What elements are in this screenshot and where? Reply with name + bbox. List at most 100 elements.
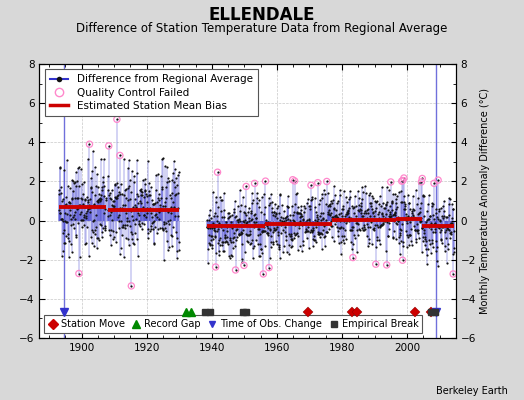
Point: [420, 227, 429, 234]
Point: [232, 227, 241, 233]
Point: [133, 169, 141, 176]
Point: [92, 224, 100, 230]
Point: [142, 214, 150, 220]
Point: [294, 210, 302, 216]
Point: [318, 230, 326, 237]
Point: [399, 198, 408, 205]
Point: [399, 177, 407, 184]
Point: [151, 212, 159, 218]
Point: [95, 190, 103, 197]
Point: [423, 208, 431, 214]
Point: [163, 164, 171, 170]
Point: [134, 193, 143, 199]
Point: [214, 204, 222, 210]
Point: [244, 238, 252, 245]
Point: [82, 214, 91, 221]
Point: [350, 204, 358, 211]
Point: [284, 193, 292, 199]
Point: [333, 232, 342, 239]
Text: Difference of Station Temperature Data from Regional Average: Difference of Station Temperature Data f…: [77, 22, 447, 35]
Point: [407, 238, 415, 244]
Point: [286, 217, 294, 224]
Point: [75, 211, 84, 218]
Point: [375, 224, 384, 230]
Point: [218, 214, 226, 220]
Point: [295, 210, 303, 216]
Point: [142, 190, 150, 197]
Point: [348, 254, 357, 261]
Point: [276, 217, 285, 223]
Point: [117, 232, 126, 238]
Point: [309, 227, 317, 234]
Point: [391, 199, 400, 206]
Point: [258, 228, 266, 234]
Point: [341, 217, 349, 224]
Point: [73, 194, 81, 201]
Point: [329, 216, 337, 222]
Point: [366, 200, 374, 206]
Point: [408, 242, 416, 248]
Point: [224, 214, 232, 221]
Point: [147, 222, 155, 229]
Point: [140, 181, 149, 187]
Point: [387, 200, 396, 206]
Point: [316, 230, 325, 236]
Point: [76, 201, 84, 208]
Point: [77, 194, 85, 201]
Point: [324, 209, 332, 215]
Point: [123, 165, 132, 172]
Point: [130, 196, 139, 202]
Point: [132, 204, 140, 210]
Point: [159, 155, 167, 162]
Point: [274, 232, 282, 238]
Point: [122, 195, 130, 201]
Point: [65, 238, 73, 244]
Point: [85, 141, 94, 147]
Point: [384, 233, 392, 239]
Point: [307, 182, 315, 188]
Point: [347, 214, 355, 221]
Point: [126, 223, 134, 230]
Point: [72, 206, 81, 212]
Point: [407, 210, 416, 216]
Point: [406, 232, 414, 238]
Point: [80, 222, 88, 228]
Point: [135, 220, 144, 227]
Point: [77, 166, 85, 172]
Point: [81, 196, 89, 202]
Point: [138, 207, 147, 214]
Point: [330, 238, 338, 244]
Point: [71, 208, 80, 215]
Point: [96, 196, 105, 203]
Point: [414, 211, 422, 217]
Point: [234, 217, 243, 224]
Point: [204, 246, 212, 253]
Point: [388, 234, 397, 241]
Point: [404, 212, 412, 219]
Point: [358, 227, 367, 234]
Point: [331, 212, 340, 219]
Point: [369, 209, 377, 215]
Point: [88, 168, 96, 174]
Point: [82, 210, 90, 216]
Point: [299, 216, 307, 222]
Point: [428, 200, 436, 207]
Point: [410, 215, 419, 221]
Point: [411, 227, 419, 234]
Point: [265, 200, 274, 206]
Point: [398, 199, 406, 206]
Point: [313, 180, 322, 186]
Point: [114, 191, 122, 198]
Point: [122, 186, 130, 193]
Point: [449, 251, 457, 257]
Point: [287, 236, 296, 242]
Point: [278, 218, 287, 224]
Point: [207, 232, 215, 239]
Point: [148, 220, 157, 226]
Point: [166, 232, 174, 238]
Point: [327, 223, 335, 230]
Point: [149, 201, 157, 207]
Point: [160, 256, 168, 263]
Point: [392, 236, 400, 242]
Point: [265, 202, 274, 208]
